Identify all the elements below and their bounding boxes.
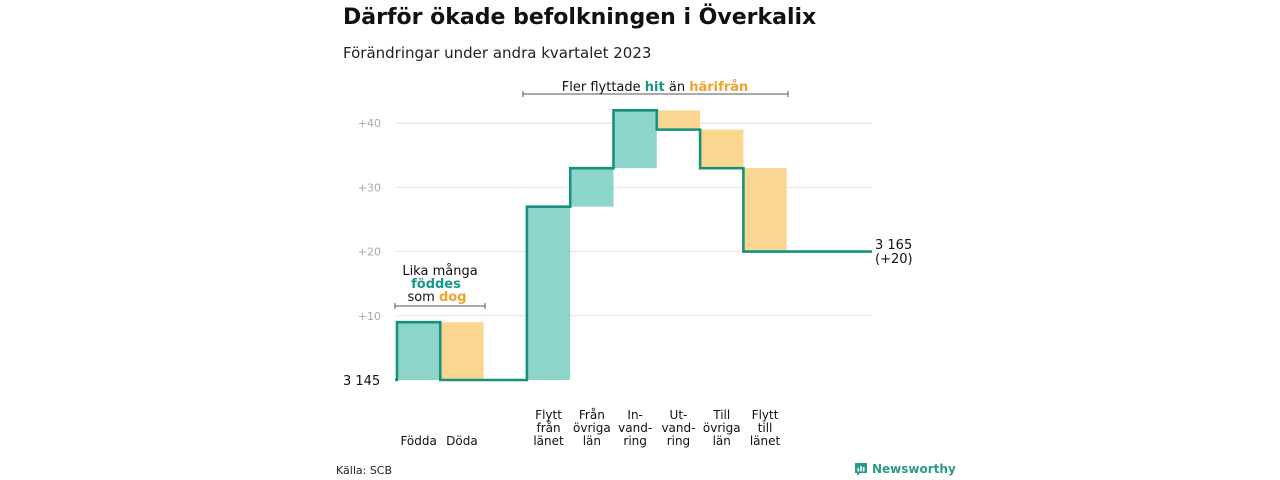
category-label-line: länet [750, 434, 781, 448]
category-label-line: län [713, 434, 731, 448]
bar-0 [397, 322, 441, 380]
category-label-line: länet [533, 434, 564, 448]
category-label: Till övriga län [703, 408, 741, 448]
category-label: Ut-vand-ring [661, 408, 695, 448]
brand-logo[interactable]: Newsworthy [854, 462, 956, 476]
category-label-line: till [758, 421, 773, 435]
y-tick-label: +40 [358, 117, 381, 130]
category-label-line: övriga [573, 421, 611, 435]
category-label-line: Födda [400, 434, 436, 448]
y-tick-label: +30 [358, 181, 381, 194]
bar-6 [656, 110, 701, 130]
annotation-here: hit [645, 80, 665, 95]
annotation-equal-prefix: som [407, 290, 434, 305]
cumulative-line [395, 109, 872, 382]
step-line [395, 109, 872, 382]
bars [397, 110, 787, 380]
annotation-equal-line1: Lika många [402, 264, 477, 279]
bar-4 [570, 168, 614, 207]
category-label-line: Från [579, 408, 605, 422]
category-label-line: Döda [446, 434, 478, 448]
annotation-born: föddes [411, 277, 461, 292]
category-label-line: vand- [618, 421, 652, 435]
annotation-moves-text: Fler flyttade hit än härifrån [562, 80, 748, 95]
annotation-equal: Lika många föddes som dog [394, 264, 486, 309]
category-label: In-vand-ring [618, 408, 652, 448]
category-label: Flytt från länet [533, 408, 564, 448]
category-label-line: från [536, 421, 560, 435]
category-label-line: län [583, 434, 601, 448]
annotation-equal-line3: som dog [407, 290, 466, 305]
category-label: Flytt till länet [750, 408, 781, 448]
chart-title: Därför ökade befolkningen i Överkalix [343, 5, 817, 30]
chart-subtitle: Förändringar under andra kvartalet 2023 [343, 44, 652, 62]
end-change-label: (+20) [875, 252, 913, 267]
source-note: Källa: SCB [336, 464, 393, 477]
category-label-line: In- [627, 408, 642, 422]
bar-8 [743, 168, 787, 252]
annotation-moves-prefix: Fler flyttade [562, 80, 641, 95]
y-tick-label: +20 [358, 246, 381, 259]
annotation-equal-bracket [394, 303, 486, 309]
annotation-moves-bracket [522, 91, 789, 97]
category-label: Döda [446, 434, 478, 448]
annotation-moves: Fler flyttade hit än härifrån [522, 80, 789, 97]
bar-5 [613, 110, 657, 169]
bar-7 [700, 129, 744, 169]
y-tick-label: +10 [358, 310, 381, 323]
brand-name: Newsworthy [872, 462, 956, 476]
annotation-away: härifrån [689, 80, 748, 95]
category-label-line: vand- [661, 421, 695, 435]
category-label: Födda [400, 434, 436, 448]
category-label-line: övriga [703, 421, 741, 435]
category-label: Från övriga län [573, 408, 611, 448]
category-label-line: Flytt [752, 408, 779, 422]
end-value-label: 3 165 [875, 238, 912, 253]
category-label-line: Flytt [535, 408, 562, 422]
bar-3 [526, 206, 571, 380]
category-label-line: Ut- [670, 408, 688, 422]
bar-1 [440, 322, 484, 380]
base-value-label: 3 145 [343, 374, 380, 389]
category-label-line: ring [623, 434, 647, 448]
annotation-moves-middle: än [669, 80, 685, 95]
category-label-line: Till [712, 408, 730, 422]
annotation-died: dog [439, 290, 467, 305]
category-label-line: ring [667, 434, 691, 448]
newsworthy-icon [855, 463, 867, 476]
